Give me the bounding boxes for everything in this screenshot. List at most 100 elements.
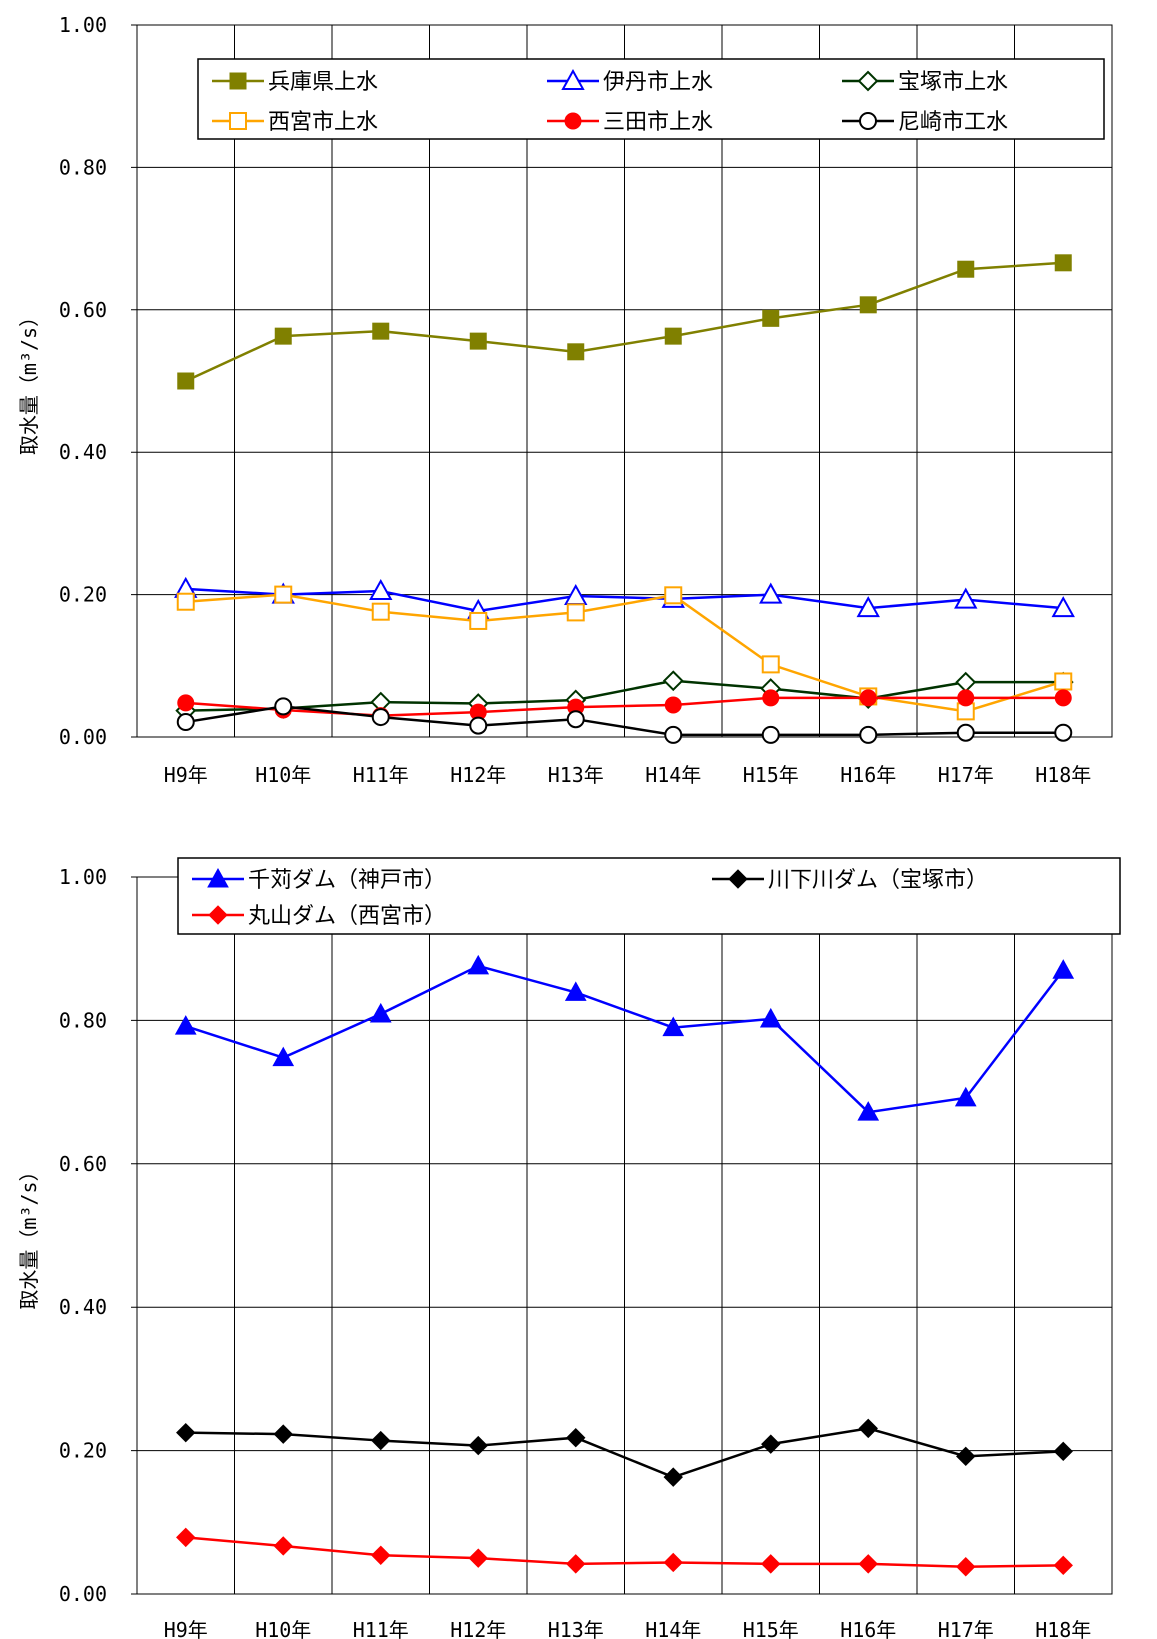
data-point bbox=[273, 1424, 293, 1444]
data-point bbox=[176, 592, 195, 611]
data-point bbox=[759, 1007, 782, 1028]
data-point bbox=[469, 716, 488, 735]
data-point bbox=[1054, 254, 1072, 272]
data-point bbox=[1054, 689, 1072, 707]
data-point bbox=[176, 1527, 196, 1548]
data-point bbox=[957, 689, 975, 707]
y-tick-label: 0.20 bbox=[59, 1439, 107, 1463]
data-point bbox=[177, 694, 195, 712]
data-point bbox=[858, 1554, 878, 1574]
data-point bbox=[467, 954, 490, 975]
data-point bbox=[272, 1046, 295, 1067]
legend-marker bbox=[208, 905, 228, 925]
data-point bbox=[468, 1548, 488, 1568]
data-point bbox=[762, 309, 780, 327]
legend-label: 宝塚市上水 bbox=[898, 70, 1008, 95]
data-point bbox=[856, 596, 880, 618]
data-point bbox=[761, 1554, 781, 1574]
data-point bbox=[1052, 959, 1075, 979]
data-point bbox=[956, 1446, 976, 1467]
x-tick-label: H9年 bbox=[164, 1618, 208, 1639]
y-tick-label: 1.00 bbox=[59, 865, 107, 889]
legend-label: 三田市上水 bbox=[603, 110, 713, 135]
data-point bbox=[274, 697, 293, 716]
legend-label: 尼崎市工水 bbox=[898, 110, 1008, 135]
series-line bbox=[185, 1427, 1064, 1479]
data-point bbox=[1053, 1555, 1073, 1576]
series-1 bbox=[174, 954, 1075, 1121]
legend-label: 千苅ダム（神戸市） bbox=[248, 868, 446, 893]
y-tick-label: 0.20 bbox=[59, 583, 107, 607]
x-tick-label: H12年 bbox=[450, 763, 506, 787]
x-tick-label: H17年 bbox=[938, 1618, 994, 1639]
legend-label: 兵庫県上水 bbox=[268, 70, 378, 95]
series-line bbox=[185, 261, 1064, 383]
data-point bbox=[469, 332, 487, 350]
data-point bbox=[762, 689, 780, 707]
data-point bbox=[1054, 672, 1073, 691]
data-point bbox=[664, 327, 682, 345]
data-point bbox=[564, 981, 587, 1001]
x-tick-label: H15年 bbox=[743, 763, 799, 787]
data-point bbox=[956, 1557, 976, 1577]
legend-marker bbox=[229, 112, 247, 130]
legend-marker bbox=[229, 72, 247, 90]
data-point bbox=[274, 585, 293, 604]
x-tick-label: H14年 bbox=[645, 763, 701, 787]
x-tick-label: H10年 bbox=[255, 763, 311, 787]
data-point bbox=[371, 1430, 391, 1451]
legend-label: 川下川ダム（宝塚市） bbox=[768, 868, 988, 893]
data-point bbox=[859, 689, 877, 707]
data-point bbox=[566, 603, 585, 622]
data-point bbox=[759, 582, 783, 604]
data-point bbox=[664, 586, 683, 605]
x-tick-label: H11年 bbox=[353, 763, 409, 787]
data-point bbox=[176, 713, 195, 732]
y-tick-label: 0.00 bbox=[59, 725, 107, 749]
x-tick-label: H11年 bbox=[353, 1618, 409, 1639]
data-point bbox=[468, 1435, 488, 1456]
data-point bbox=[174, 1015, 197, 1035]
series-2 bbox=[176, 1418, 1073, 1487]
series-line bbox=[185, 679, 1064, 712]
legend-marker bbox=[561, 68, 585, 90]
legend-marker bbox=[728, 869, 748, 889]
data-point bbox=[663, 1467, 683, 1487]
data-point bbox=[469, 611, 488, 630]
x-tick-label: H16年 bbox=[840, 763, 896, 787]
y-tick-label: 0.40 bbox=[59, 1295, 107, 1319]
legend-item: 川下川ダム（宝塚市） bbox=[712, 868, 988, 893]
data-point bbox=[662, 670, 684, 692]
data-point bbox=[1051, 596, 1075, 618]
data-point bbox=[369, 1002, 392, 1023]
y-tick-label: 0.80 bbox=[59, 1008, 107, 1032]
series-line bbox=[185, 587, 1064, 613]
data-point bbox=[858, 1418, 878, 1439]
x-tick-label: H10年 bbox=[255, 1618, 311, 1639]
data-point bbox=[761, 1434, 781, 1454]
data-point bbox=[1053, 1441, 1073, 1462]
y-axis-label: 取水量（m³/s） bbox=[17, 1161, 41, 1309]
legend-label: 伊丹市上水 bbox=[603, 70, 713, 95]
data-point bbox=[371, 1545, 391, 1565]
legend-item: 千苅ダム（神戸市） bbox=[192, 867, 446, 893]
data-point bbox=[662, 1016, 685, 1037]
legend-marker bbox=[564, 112, 582, 130]
data-point bbox=[176, 1422, 196, 1443]
legend-box bbox=[197, 58, 1105, 140]
legend: 千苅ダム（神戸市） 川下川ダム（宝塚市） 丸山ダム（西宮市） bbox=[177, 857, 1121, 935]
data-point bbox=[372, 322, 390, 340]
legend-item: 兵庫県上水 bbox=[212, 70, 378, 95]
legend-item: 伊丹市上水 bbox=[547, 68, 713, 95]
x-tick-label: H13年 bbox=[548, 1618, 604, 1639]
legend-item: 尼崎市工水 bbox=[842, 110, 1008, 135]
y-tick-label: 1.00 bbox=[59, 13, 107, 37]
data-point bbox=[567, 343, 585, 361]
data-point bbox=[954, 1086, 977, 1107]
series-line bbox=[185, 964, 1065, 1114]
x-tick-label: H17年 bbox=[938, 763, 994, 787]
data-point bbox=[371, 708, 390, 727]
data-point bbox=[859, 296, 877, 314]
legend-item: 宝塚市上水 bbox=[842, 70, 1008, 95]
